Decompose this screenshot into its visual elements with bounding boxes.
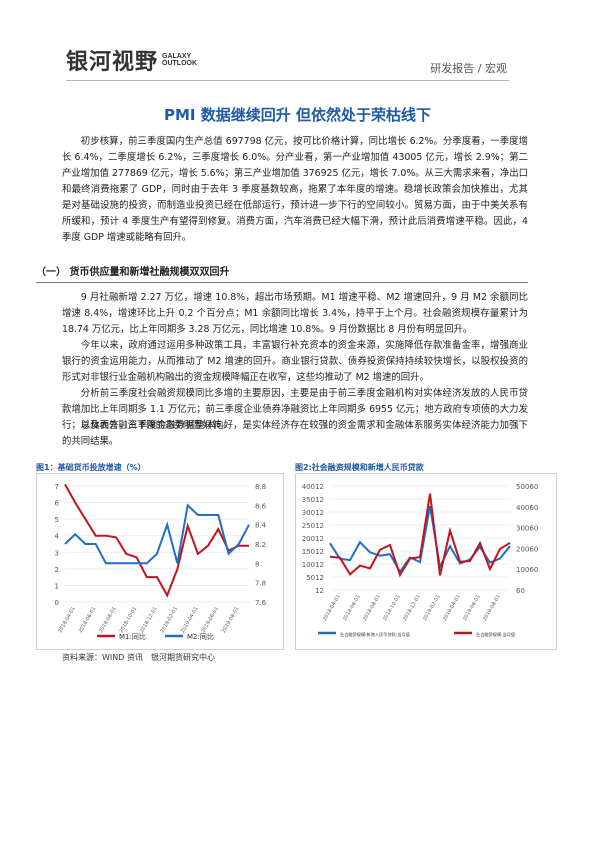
- y-left-tick-label: 5: [55, 516, 59, 524]
- x-tick-label: 2018-08-01: [98, 606, 118, 634]
- x-tick-label: 2018-06-01: [78, 606, 98, 634]
- y-right-tick-label: 20060: [516, 545, 538, 553]
- data-source: 资料来源：WIND 资讯 银河期货研究中心: [62, 653, 215, 662]
- x-tick-label: 2018-08-01: [362, 594, 382, 622]
- x-tick-label: 2018-10-01: [119, 606, 139, 634]
- x-tick-label: 2019-04-01: [180, 606, 200, 634]
- y-left-tick-label: 25012: [302, 522, 324, 530]
- y-left-tick-label: 20012: [302, 535, 324, 543]
- y-left-tick-label: 7: [55, 483, 59, 491]
- y-left-tick-label: 3: [55, 549, 59, 557]
- brand-logo: 银河视野 GALAXY OUTLOOK: [66, 44, 197, 76]
- y-left-tick-label: 1: [55, 582, 59, 590]
- x-tick-label: 2018-10-01: [382, 594, 402, 622]
- logo-chinese: 银河视野: [66, 50, 159, 75]
- figure1-container: 7 6 5 4 3 2 1 0 8.8 8.6 8.4 8.2 8 7.8 7.6 2018-04-01 201…: [36, 473, 284, 650]
- x-tick-label: 2019-02-01: [159, 606, 179, 634]
- x-tick-label: 2019-02-01: [422, 594, 442, 622]
- logo-english-line1: GALAXY: [162, 53, 192, 60]
- intro-paragraph: 初步核算，前三季度国内生产总值 697798 亿元，按可比价格计算，同比增长 6…: [62, 136, 528, 243]
- figure2-chart: 40012 35012 30012 25012 20012 15012 10012 5012 1…: [302, 483, 539, 638]
- figure1-title: 图1：基础货币投放增速（%）: [36, 463, 146, 472]
- section-paragraph-4: 总体而言，三季度金融数据整体向好，是实体经济存在较强的资金需求和金融体系服务实体…: [62, 420, 528, 447]
- section-paragraph-3: 分析前三季度社会融资规模同比多增的主要原因，主要是由于前三季度金融机构对实体经济…: [62, 388, 528, 431]
- x-tick-label: 2019-04-01: [442, 594, 462, 622]
- header-divider: [66, 80, 509, 81]
- y-right-tick-label: 8.2: [255, 541, 266, 549]
- x-tick-label: 2018-06-01: [342, 594, 362, 622]
- y-right-tick-label: 7.8: [255, 580, 266, 588]
- figure2-container: 40012 35012 30012 25012 20012 15012 10012 5012 1…: [295, 473, 557, 650]
- y-left-tick-label: 0: [55, 599, 59, 607]
- legend-label-1: 社会融资规模:新增人民币贷款:当月值: [340, 631, 410, 638]
- y-right-tick-label: 8: [255, 560, 259, 568]
- y-right-tick-label: 10060: [516, 566, 538, 574]
- y-right-tick-label: 8.4: [255, 522, 267, 530]
- y-left-tick-label: 40012: [302, 483, 324, 491]
- y-left-tick-label: 6: [55, 500, 60, 508]
- x-tick-label: 2019-08-01: [482, 594, 502, 622]
- x-tick-label: 2018-04-01: [322, 594, 342, 622]
- figure2-title: 图2:社会融资规模和新增人民币贷款: [295, 463, 424, 472]
- x-tick-label: 2019-06-01: [462, 594, 482, 622]
- y-right-tick-label: 8.8: [255, 483, 266, 491]
- section-divider: [36, 282, 528, 283]
- x-tick-label: 2018-12-01: [139, 606, 159, 634]
- y-right-tick-label: 7.6: [255, 599, 267, 607]
- series-line-1: [329, 505, 511, 574]
- series-line-2: [64, 503, 250, 565]
- legend-label-1: M1:同比: [119, 632, 146, 641]
- legend-label-2: 社会融资规模:当月值: [476, 631, 515, 638]
- y-left-tick-label: 30012: [302, 509, 324, 517]
- section-paragraph-2: 今年以来，政府通过运用多种政策工具，丰富银行补充资本的资金来源，实施降低存款准备…: [62, 340, 528, 383]
- series-line-2: [329, 493, 511, 578]
- section-heading: （一） 货币供应量和新增社融规模双双回升: [36, 267, 230, 278]
- series-line-1: [64, 483, 249, 598]
- y-left-tick-label: 5012: [306, 574, 324, 582]
- section-paragraph-1: 9 月社融新增 2.27 万亿，增速 10.8%，超出市场预期。M1 增速平稳、…: [62, 292, 528, 335]
- y-left-tick-label: 4: [55, 533, 60, 541]
- y-right-tick-label: 8.6: [255, 502, 267, 510]
- y-left-tick-label: 35012: [302, 496, 324, 504]
- y-right-tick-label: 30060: [516, 525, 538, 533]
- y-left-tick-label: 2: [55, 566, 59, 574]
- y-right-tick-label: 40060: [516, 504, 538, 512]
- y-left-tick-label: 12: [315, 587, 324, 595]
- report-category: 研发报告 / 宏观: [430, 62, 507, 75]
- y-right-tick-label: 60: [516, 587, 525, 595]
- x-tick-label: 2019-08-01: [221, 606, 241, 634]
- logo-english: GALAXY OUTLOOK: [162, 53, 197, 67]
- x-tick-label: 2018-04-01: [57, 606, 77, 634]
- logo-english-line2: OUTLOOK: [162, 60, 198, 67]
- y-right-tick-label: 50060: [516, 483, 538, 491]
- y-left-tick-label: 10012: [302, 561, 324, 569]
- x-tick-label: 2019-06-01: [200, 606, 220, 634]
- y-left-tick-label: 15012: [302, 548, 324, 556]
- x-tick-label: 2018-12-01: [402, 594, 422, 622]
- legend-label-2: M2:同比: [187, 632, 214, 641]
- page-title: PMI 数据继续回升 但依然处于荣枯线下: [164, 106, 431, 124]
